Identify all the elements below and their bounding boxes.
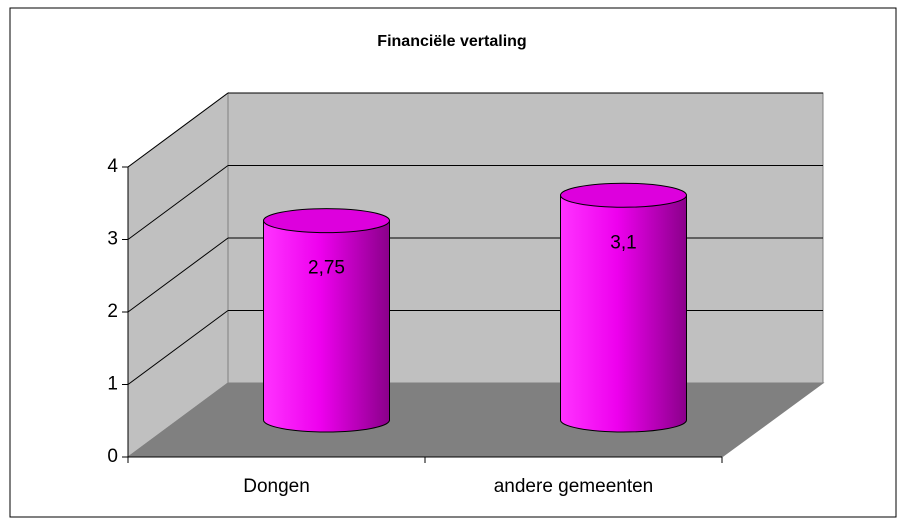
y-tick-label: 0	[107, 446, 118, 467]
cylinder-body	[560, 194, 687, 433]
grid-line	[127, 237, 229, 313]
x-tick-label: Dongen	[243, 476, 310, 497]
chart-title: Financiële vertaling	[377, 33, 526, 50]
y-tick-label: 2	[107, 301, 118, 322]
value-label: 3,1	[610, 232, 636, 253]
cylinder-body	[263, 220, 390, 433]
grid-line	[127, 165, 229, 240]
y-tick-label: 4	[107, 156, 118, 177]
floor	[126, 382, 825, 458]
plot: 0 1 2 3 4 Dongen 2,75 andere gemeenten 3,1	[107, 92, 823, 497]
grid-line	[127, 92, 229, 168]
cylinder-top	[263, 208, 390, 234]
grid-line	[127, 310, 229, 385]
y-tick-label: 1	[107, 374, 118, 395]
value-label: 2,75	[308, 258, 345, 279]
x-tick-label: andere gemeenten	[494, 476, 654, 497]
y-tick-label: 3	[107, 229, 118, 250]
cylinder-top	[560, 182, 687, 208]
